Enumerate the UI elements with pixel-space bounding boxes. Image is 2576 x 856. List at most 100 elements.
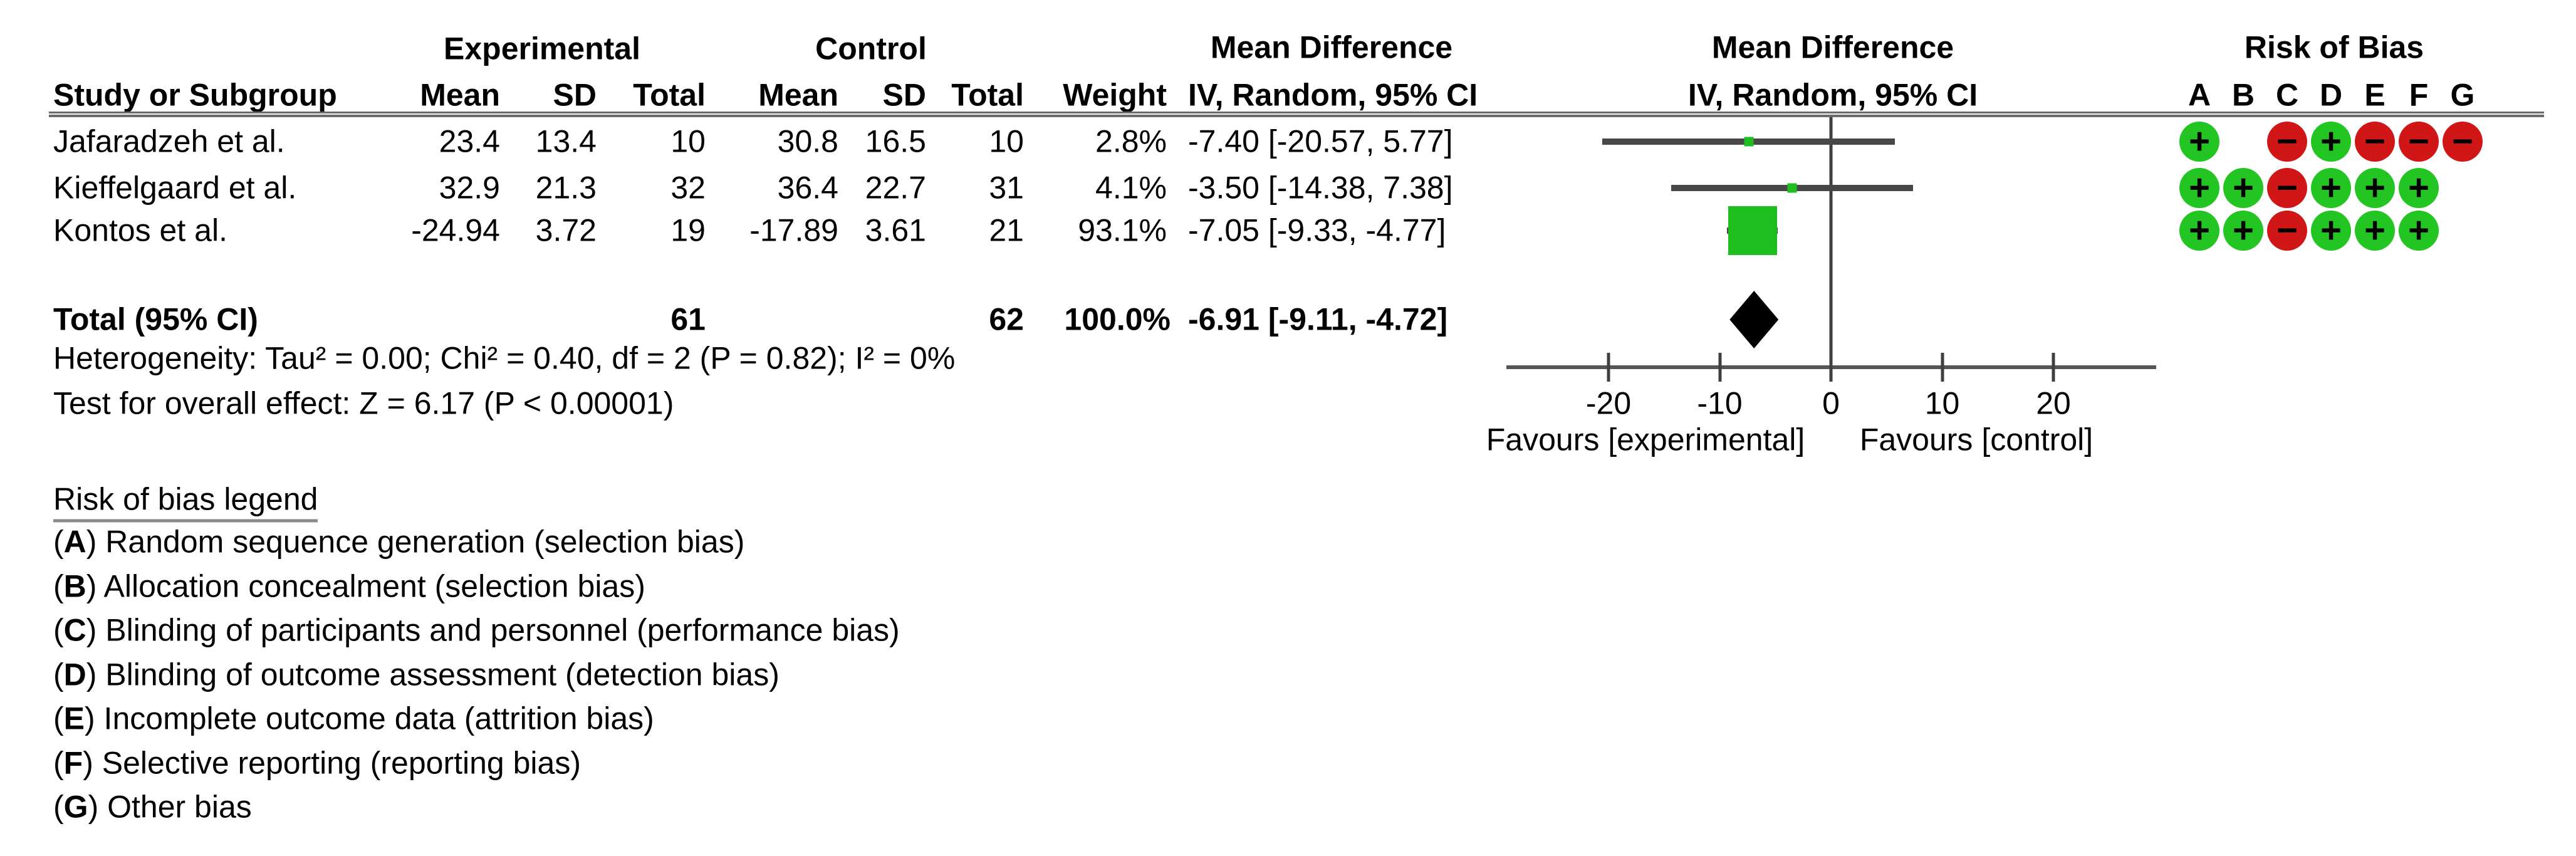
rob-circle-low-risk: + <box>2179 168 2219 208</box>
rob-circle-low-risk: + <box>2311 122 2351 162</box>
axis-tick-label: 10 <box>1924 385 1960 421</box>
study-row-total_c: 31 <box>989 170 1024 206</box>
rob-col-letter: E <box>2364 77 2386 113</box>
rob-legend-item: (F) Selective reporting (reporting bias) <box>53 745 581 781</box>
col-header-mean-exp: Mean <box>420 77 500 113</box>
rob-circle-low-risk: + <box>2355 168 2395 208</box>
rob-legend-item-letter: B <box>63 568 86 604</box>
study-row-weight: 4.1% <box>1095 170 1167 206</box>
effect-square <box>1744 137 1754 147</box>
study-row-total_e: 19 <box>670 212 706 248</box>
rob-circle-high-risk: − <box>2355 122 2395 162</box>
study-row-total_e: 10 <box>670 123 706 159</box>
rob-circle-low-risk: + <box>2179 122 2219 162</box>
rob-circle-high-risk: − <box>2267 122 2307 162</box>
col-header-sd-ctrl: SD <box>882 77 926 113</box>
study-row-name: Jafaradzeh et al. <box>53 123 285 159</box>
rob-col-letter: B <box>2231 77 2255 113</box>
axis-tick-mark <box>1607 353 1610 382</box>
rob-legend-item: (A) Random sequence generation (selectio… <box>53 524 745 560</box>
study-row-name: Kieffelgaard et al. <box>53 170 297 206</box>
rob-circle-low-risk: + <box>2311 168 2351 208</box>
rob-legend-item: (D) Blinding of outcome assessment (dete… <box>53 657 780 692</box>
rob-circle-high-risk: − <box>2399 122 2439 162</box>
total-row-total-ctrl: 62 <box>989 301 1024 337</box>
axis-tick-mark <box>1718 353 1721 382</box>
total-diamond <box>1729 291 1779 348</box>
overall-effect-text: Test for overall effect: Z = 6.17 (P < 0… <box>53 385 674 421</box>
axis-tick-mark <box>2052 353 2055 382</box>
total-row-label: Total (95% CI) <box>53 301 258 337</box>
study-row-mean_c: 36.4 <box>777 170 838 206</box>
total-row-total-exp: 61 <box>670 301 706 337</box>
study-row-name: Kontos et al. <box>53 212 227 248</box>
plot-zero-line <box>1829 117 1833 367</box>
rob-circle-low-risk: + <box>2179 211 2219 251</box>
rob-circle-low-risk: + <box>2223 211 2263 251</box>
rob-circle-high-risk: − <box>2443 122 2483 162</box>
study-row-sd_e: 13.4 <box>535 123 597 159</box>
group-header-mean-difference-text: Mean Difference <box>1210 29 1453 65</box>
rob-col-letter: G <box>2450 77 2475 113</box>
rob-circle-low-risk: + <box>2223 168 2263 208</box>
rob-circle-low-risk: + <box>2399 168 2439 208</box>
rob-legend-heading-text: Risk of bias legend <box>53 481 318 523</box>
effect-square <box>1728 206 1777 255</box>
group-header-mean-difference-plot: Mean Difference <box>1711 29 1954 65</box>
study-row-sd_e: 3.72 <box>535 212 597 248</box>
rob-legend-item: (E) Incomplete outcome data (attrition b… <box>53 701 654 736</box>
rob-circle-low-risk: + <box>2399 211 2439 251</box>
group-header-control: Control <box>815 31 927 66</box>
rob-col-letter: A <box>2188 77 2211 113</box>
rob-legend-item: (G) Other bias <box>53 789 252 825</box>
study-row-sd_c: 22.7 <box>865 170 926 206</box>
rob-legend-item: (C) Blinding of participants and personn… <box>53 612 900 648</box>
col-header-ci-plot: IV, Random, 95% CI <box>1687 77 1978 113</box>
total-row-weight: 100.0% <box>1064 301 1171 337</box>
axis-tick-mark <box>1829 353 1833 382</box>
header-separator-line <box>49 112 2544 117</box>
col-header-weight: Weight <box>1063 77 1167 113</box>
group-header-experimental: Experimental <box>443 31 641 66</box>
axis-tick-mark <box>1941 353 1944 382</box>
study-row-total_e: 32 <box>670 170 706 206</box>
rob-col-letter: D <box>2319 77 2343 113</box>
axis-tick-label: 20 <box>2036 385 2071 421</box>
effect-square <box>1787 183 1797 193</box>
study-row-weight: 93.1% <box>1078 212 1167 248</box>
col-header-total-exp: Total <box>633 77 706 113</box>
study-row-mean_e: 23.4 <box>439 123 500 159</box>
rob-col-letter: C <box>2275 77 2299 113</box>
study-row-mean_c: -17.89 <box>749 212 838 248</box>
study-row-ci-text: -7.05 [-9.33, -4.77] <box>1188 212 1446 248</box>
rob-legend-item-letter: E <box>63 701 85 736</box>
col-header-study: Study or Subgroup <box>53 77 337 113</box>
study-row-total_c: 21 <box>989 212 1024 248</box>
study-row-weight: 2.8% <box>1095 123 1167 159</box>
rob-circle-high-risk: − <box>2267 168 2307 208</box>
rob-legend-item: (B) Allocation concealment (selection bi… <box>53 568 645 604</box>
study-row-mean_c: 30.8 <box>777 123 838 159</box>
axis-tick-label: -20 <box>1585 385 1632 421</box>
study-row-sd_e: 21.3 <box>535 170 597 206</box>
study-row-sd_c: 3.61 <box>865 212 926 248</box>
study-row-sd_c: 16.5 <box>865 123 926 159</box>
rob-legend-item-letter: D <box>63 657 86 692</box>
favours-experimental-label: Favours [experimental] <box>1486 422 1805 457</box>
rob-legend-item-letter: G <box>63 789 88 825</box>
rob-legend-item-letter: C <box>63 612 86 648</box>
col-header-mean-ctrl: Mean <box>758 77 838 113</box>
study-row-ci-text: -7.40 [-20.57, 5.77] <box>1188 123 1453 159</box>
study-row-ci-text: -3.50 [-14.38, 7.38] <box>1188 170 1453 206</box>
col-header-sd-exp: SD <box>553 77 597 113</box>
axis-tick-label: 0 <box>1822 385 1840 421</box>
rob-circle-low-risk: + <box>2311 211 2351 251</box>
study-row-mean_e: -24.94 <box>411 212 500 248</box>
study-row-mean_e: 32.9 <box>439 170 500 206</box>
col-header-ci-text: IV, Random, 95% CI <box>1188 77 1478 113</box>
rob-circle-low-risk: + <box>2355 211 2395 251</box>
rob-circle-high-risk: − <box>2267 211 2307 251</box>
rob-legend-item-letter: F <box>63 745 83 781</box>
heterogeneity-text: Heterogeneity: Tau² = 0.00; Chi² = 0.40,… <box>53 340 956 376</box>
